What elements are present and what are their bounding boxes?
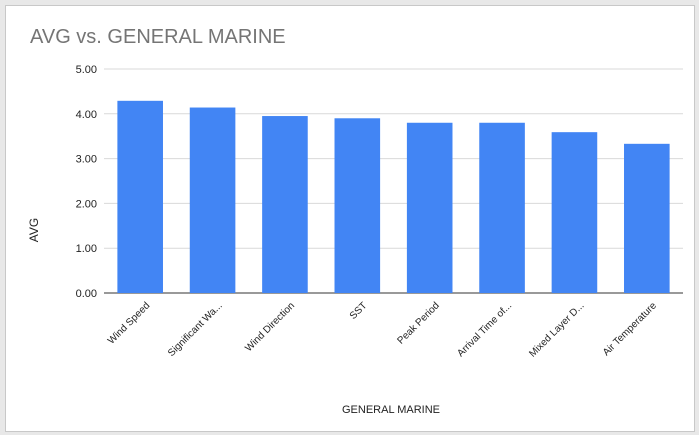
bar[interactable] (406, 122, 453, 293)
y-axis-label: AVG (27, 218, 41, 242)
x-tick-label: Wind Speed (106, 300, 152, 346)
y-tick-label: 5.00 (76, 64, 97, 76)
x-axis-label: GENERAL MARINE (342, 404, 440, 416)
bar[interactable] (479, 122, 525, 293)
y-tick-label: 1.00 (76, 243, 97, 255)
chart-title: AVG vs. GENERAL MARINE (30, 26, 286, 48)
bar[interactable] (262, 116, 308, 293)
bar-chart: 0.00 1.00 2.00 3.00 4.00 5.00 Wind Speed Signi… (27, 64, 683, 416)
y-tick-label: 0.00 (76, 288, 97, 300)
y-axis-tick-labels: 0.00 1.00 2.00 3.00 4.00 5.00 (76, 64, 97, 300)
x-tick-label: Air Temperature (601, 300, 659, 358)
x-tick-label: SST (348, 300, 370, 322)
x-tick-label: Significant Wa... (166, 300, 225, 359)
bar[interactable] (334, 118, 381, 293)
x-tick-label: Arrival Time of... (455, 300, 514, 359)
bar[interactable] (551, 132, 598, 293)
bar[interactable] (624, 143, 670, 293)
x-tick-label: Mixed Layer D... (527, 300, 586, 359)
bars (117, 100, 670, 293)
y-tick-label: 4.00 (76, 109, 97, 121)
x-tick-label: Wind Direction (243, 300, 297, 354)
y-tick-label: 3.00 (76, 154, 97, 166)
x-axis-tick-labels: Wind Speed Significant Wa... Wind Directio… (106, 300, 659, 360)
y-tick-label: 2.00 (76, 198, 97, 210)
bar[interactable] (189, 107, 236, 293)
chart-frame: AVG vs. GENERAL MARINE 0.00 1.00 2.00 3.00 4… (5, 5, 695, 432)
x-tick-label: Peak Period (396, 300, 442, 346)
bar[interactable] (117, 100, 163, 293)
